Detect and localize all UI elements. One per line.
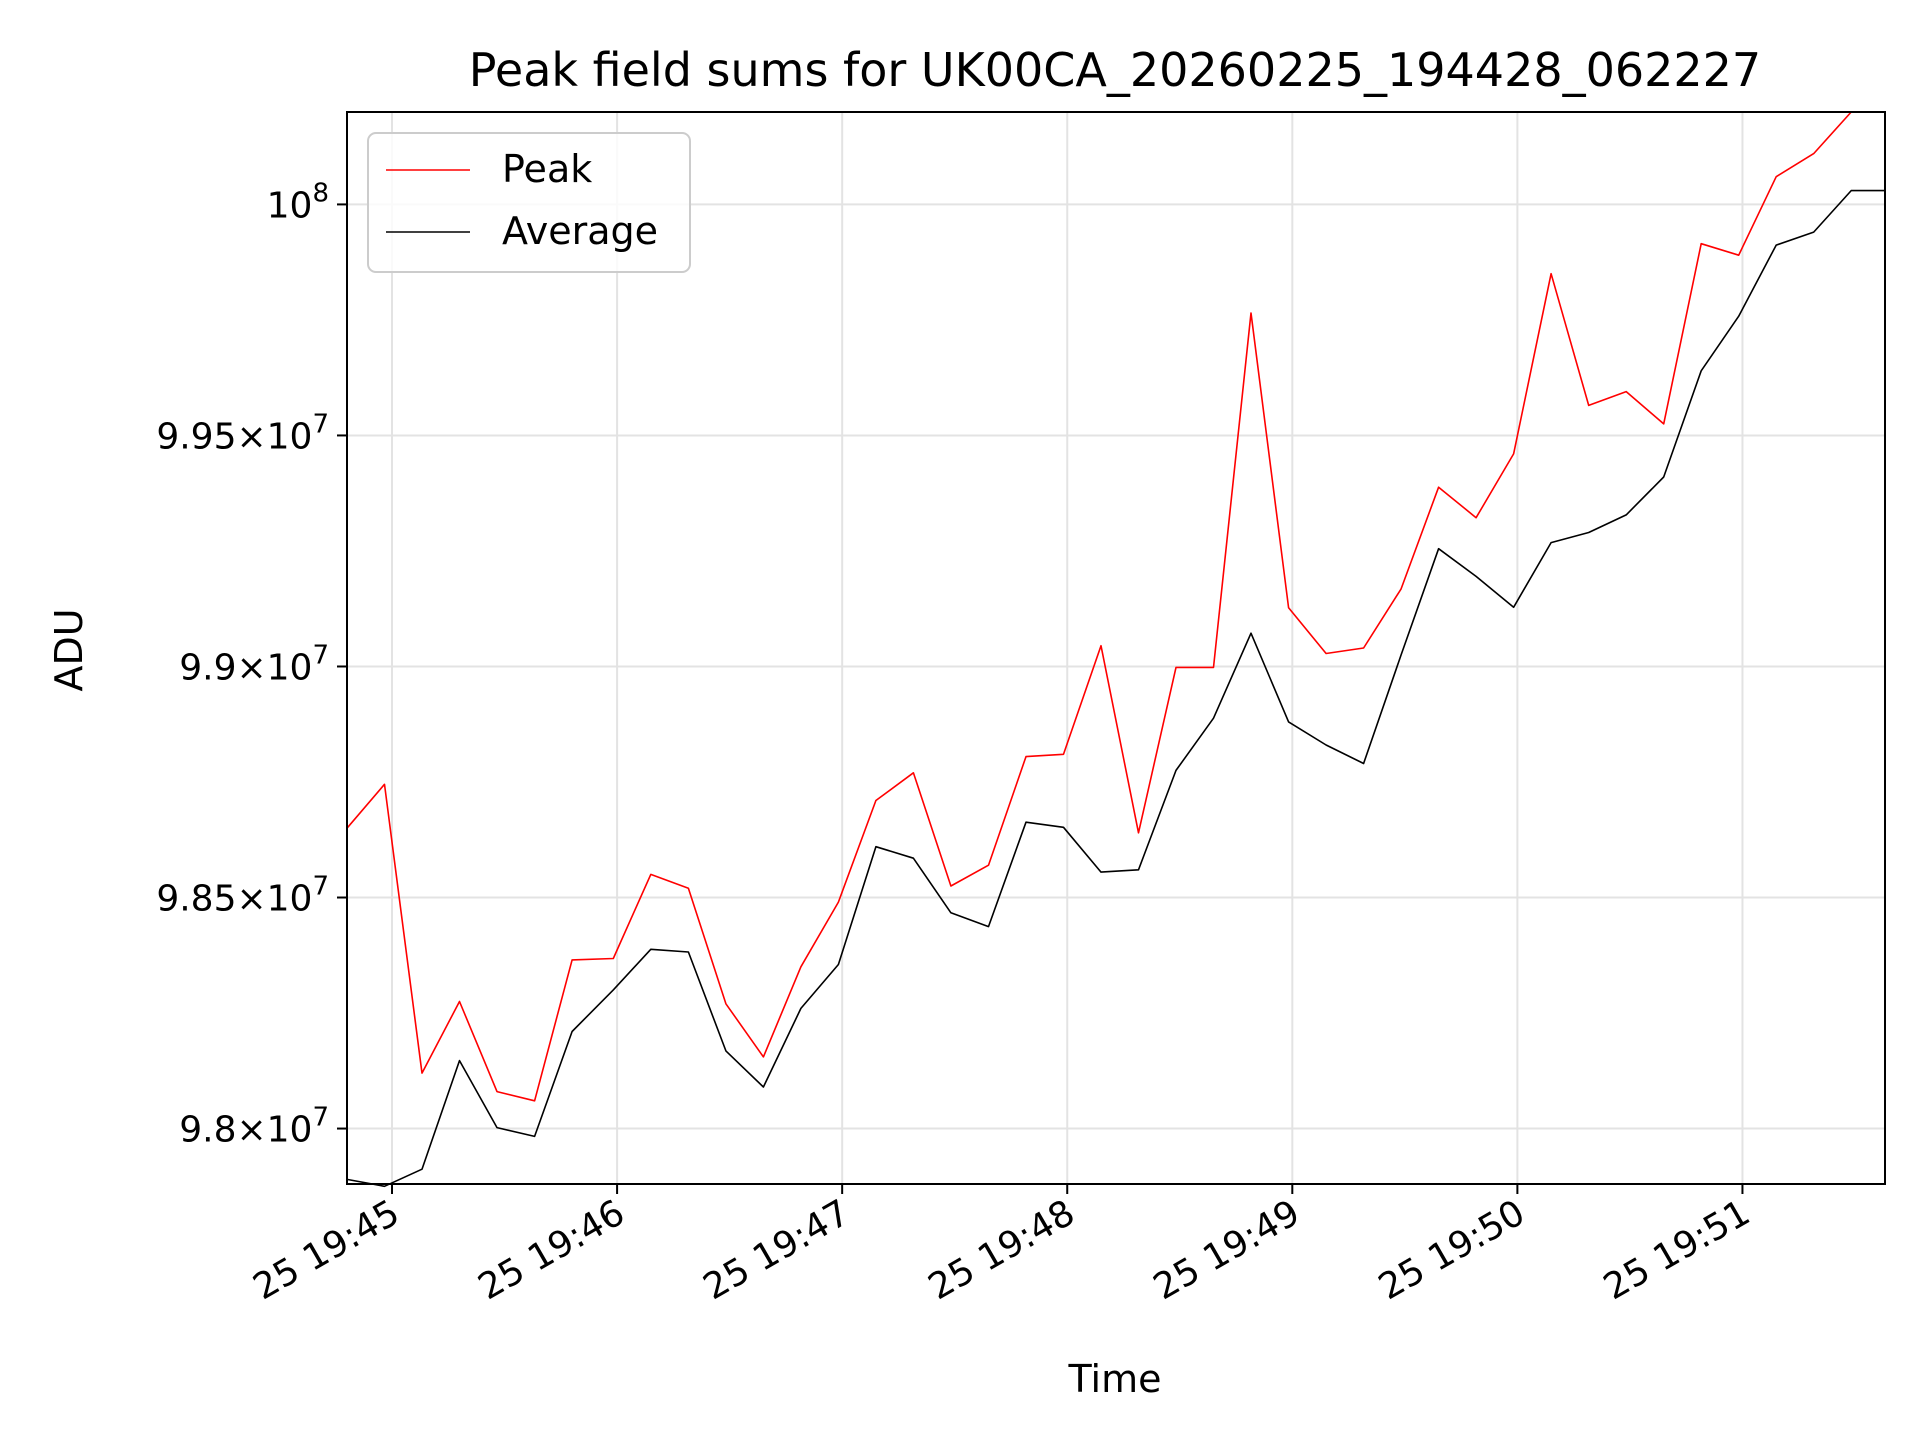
y-tick-label: 9.8×107 <box>179 1103 329 1151</box>
y-tick-label: 9.9×107 <box>179 640 329 688</box>
plot-area-frame <box>346 111 1886 1185</box>
legend-label-average: Average <box>502 209 658 253</box>
y-tick-label: 9.95×107 <box>156 409 329 457</box>
grid <box>347 112 1885 1184</box>
legend: Peak Average <box>367 132 691 273</box>
y-tick-label: 108 <box>267 178 329 226</box>
legend-label-peak: Peak <box>502 147 592 191</box>
legend-box <box>367 132 691 273</box>
x-axis-label: Time <box>1068 1357 1162 1401</box>
y-axis: 9.8×107 9.85×107 9.9×107 9.95×107 108 <box>156 178 347 1151</box>
series-line-peak <box>346 111 1885 1102</box>
series-group <box>346 111 1885 1188</box>
y-axis-label: ADU <box>47 608 91 691</box>
chart-title: Peak field sums for UK00CA_20260225_1944… <box>469 43 1761 97</box>
series-line-average <box>346 189 1885 1188</box>
y-tick-label: 9.85×107 <box>156 872 329 920</box>
